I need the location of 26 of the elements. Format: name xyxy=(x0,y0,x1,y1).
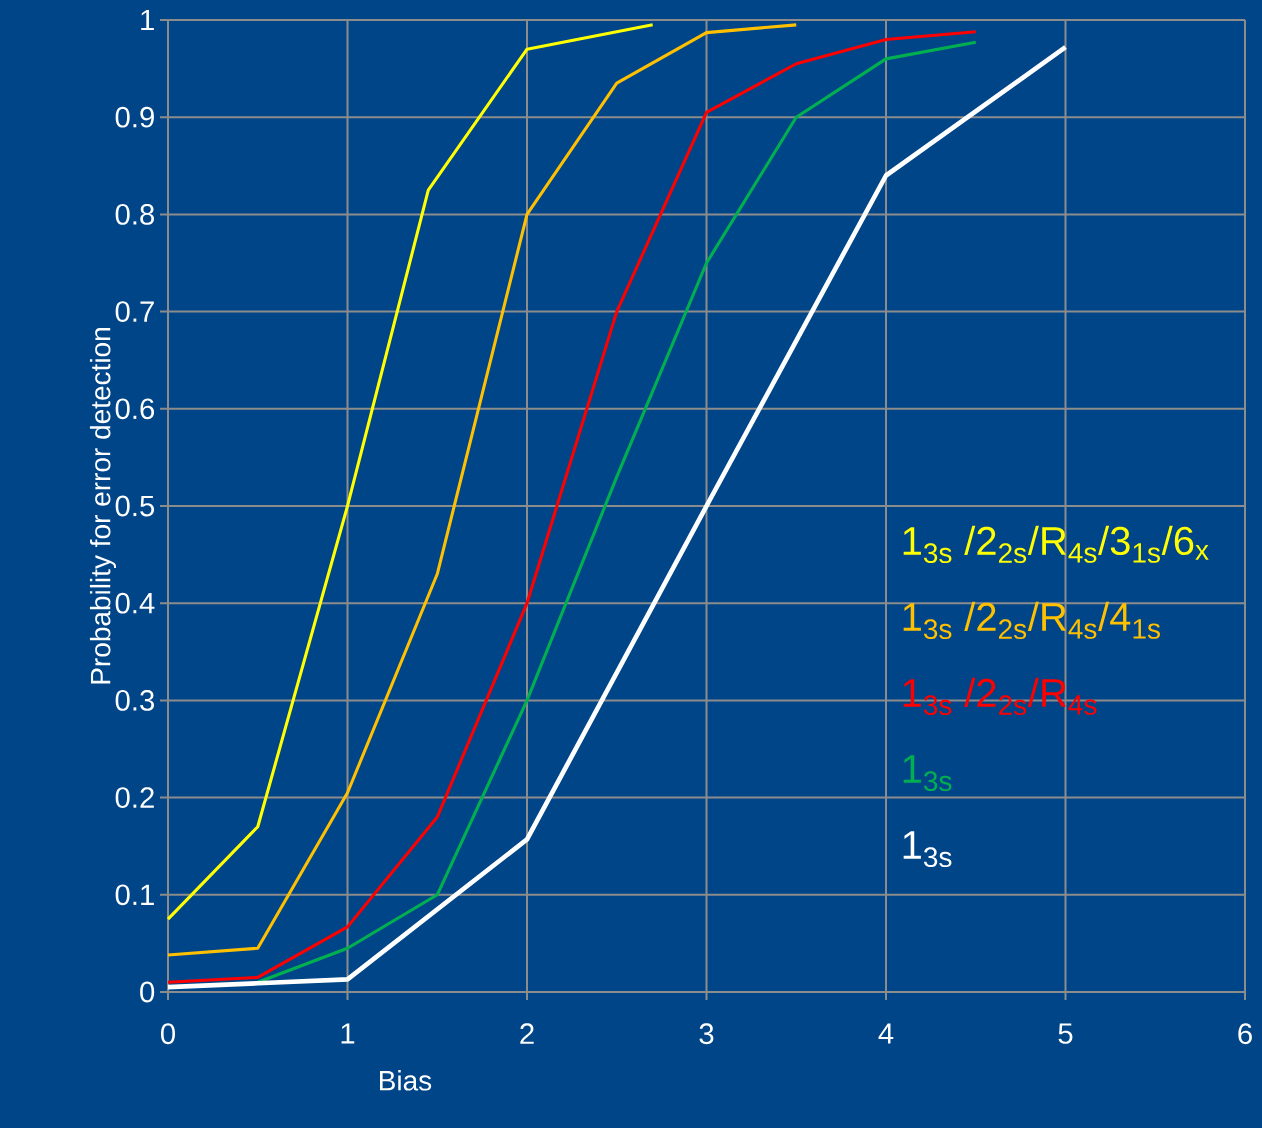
text: 1$_{3s}$ xyxy=(903,831,952,868)
y-tick-label: 0.6 xyxy=(115,398,155,420)
text: 1$_{3s}$ /2$_{2s}$/R$_{4s}$/4$_{1s}$ xyxy=(903,601,1160,640)
y-tick-label: 0.8 xyxy=(115,204,155,225)
line-series xyxy=(166,23,798,957)
y-tick-label: 0.4 xyxy=(115,592,155,614)
y-tick-label: 0 xyxy=(140,981,155,1003)
y-tick-label: 0.3 xyxy=(115,690,155,711)
y-tick-label: 0.7 xyxy=(115,301,154,322)
x-tick-label: 6 xyxy=(1238,1023,1252,1045)
x-tick-label: 4 xyxy=(878,1023,894,1044)
x-tick-label: 1 xyxy=(341,1023,355,1044)
x-tick-label: 3 xyxy=(699,1023,714,1045)
x-axis-title: Bias xyxy=(380,1070,432,1091)
x-tick-label: 5 xyxy=(1058,1023,1073,1044)
line-series xyxy=(166,23,655,921)
x-tick-label: 0 xyxy=(161,1023,176,1045)
text: 1$_{3s}$ xyxy=(903,755,952,792)
y-tick-label: 0.1 xyxy=(115,884,154,906)
y-tick-label: 0.5 xyxy=(115,495,155,517)
y-tick-label: 0.2 xyxy=(115,787,154,808)
text: 1$_{3s}$ /2$_{2s}$/R$_{4s}$/3$_{1s}$/6$_{x}$ xyxy=(903,525,1209,564)
x-tick-label: 2 xyxy=(520,1023,534,1044)
y-tick-label: 0.9 xyxy=(115,106,154,128)
y-tick-label: 1 xyxy=(141,9,154,31)
text: 1$_{3s}$ /2$_{2s}$/R$_{4s}$ xyxy=(903,677,1097,716)
